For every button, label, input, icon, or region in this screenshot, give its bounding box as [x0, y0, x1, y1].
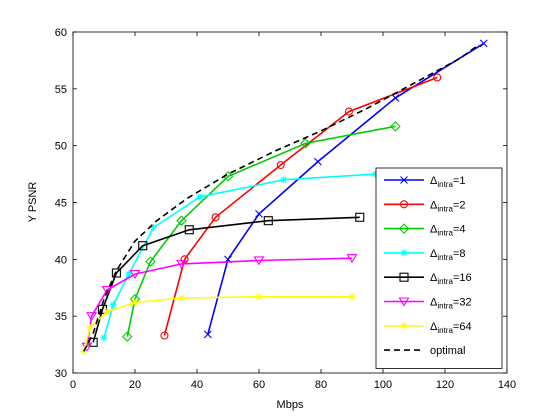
data-point	[178, 294, 185, 302]
legend-label: Δintra=1	[430, 175, 465, 189]
legend-item: Δintra=2	[384, 199, 465, 213]
data-point	[344, 107, 353, 116]
x-tick-label: 140	[498, 379, 516, 391]
data-point	[97, 304, 107, 314]
data-point	[176, 215, 187, 226]
y-axis-label: Y PSNR	[27, 182, 39, 223]
series-3	[100, 170, 379, 342]
series-7	[83, 43, 480, 352]
x-tick-label: 80	[315, 379, 327, 391]
x-tick-label: 100	[374, 379, 392, 391]
y-tick-label: 30	[55, 368, 67, 380]
data-point	[400, 322, 408, 330]
data-point	[222, 171, 234, 182]
data-point	[371, 170, 379, 178]
axes: 0 20 40 60 80 100 120 140 30 35 40 45 50 55 60	[55, 27, 516, 391]
data-point	[138, 241, 148, 251]
x-axis-label: Mbps	[277, 399, 304, 411]
data-point	[433, 73, 442, 82]
data-point	[100, 334, 108, 342]
x-tick-label: 60	[253, 379, 265, 391]
series-line	[83, 43, 480, 352]
x-tick-label: 40	[191, 379, 203, 391]
x-tick-label: 120	[436, 379, 454, 391]
legend-item: Δintra=16	[384, 272, 472, 286]
legend-label: Δintra=64	[430, 321, 472, 335]
data-point	[145, 256, 156, 267]
data-point	[86, 324, 94, 332]
data-point	[176, 259, 187, 269]
data-point	[131, 299, 139, 307]
legend-label: Δintra=8	[430, 248, 465, 262]
data-point	[86, 312, 98, 322]
legend-item: Δintra=64	[384, 321, 472, 335]
y-tick-label: 40	[55, 254, 67, 266]
data-point	[398, 297, 410, 307]
data-point	[150, 224, 158, 232]
data-point	[390, 121, 401, 132]
legend-label: Δintra=4	[430, 224, 465, 238]
series-4	[88, 212, 365, 347]
data-point	[391, 94, 400, 102]
legend-item: Δintra=1	[384, 175, 465, 189]
data-point	[125, 270, 133, 278]
legend-item: Δintra=32	[384, 297, 472, 311]
series-line	[86, 257, 353, 348]
data-point	[211, 213, 220, 222]
x-tick-label: 20	[129, 379, 141, 391]
data-point	[348, 293, 356, 301]
legend-box	[375, 167, 503, 369]
data-point	[314, 157, 322, 166]
legend-item: Δintra=8	[384, 248, 465, 262]
data-point	[400, 249, 408, 257]
x-tick-label: 0	[70, 379, 76, 391]
data-point	[346, 254, 358, 264]
data-point	[280, 176, 288, 184]
series-line	[92, 216, 360, 343]
legend: Δintra=1 Δintra=2 Δintra=4 Δintra=8 Δintra=1…	[375, 167, 503, 369]
data-point	[255, 209, 263, 218]
legend-item: optimal	[384, 345, 465, 357]
series-5	[81, 254, 358, 352]
data-point	[300, 138, 311, 149]
series-line	[163, 76, 438, 336]
data-point	[103, 308, 111, 316]
data-point	[253, 256, 265, 266]
data-point	[355, 212, 365, 222]
data-point	[121, 331, 133, 342]
y-tick-label: 45	[55, 198, 67, 210]
data-point	[111, 268, 121, 278]
data-point	[263, 216, 273, 226]
legend-label: Δintra=32	[430, 297, 472, 311]
data-point	[203, 330, 212, 339]
data-point	[129, 270, 141, 280]
data-point	[398, 223, 410, 234]
data-point	[479, 39, 488, 48]
y-tick-label: 55	[55, 84, 67, 96]
data-point	[400, 176, 408, 184]
series-layer	[80, 39, 488, 355]
data-point	[399, 200, 409, 209]
y-tick-label: 60	[55, 27, 67, 39]
data-point	[399, 272, 409, 282]
legend-label: optimal	[430, 345, 465, 357]
legend-label: Δintra=2	[430, 199, 465, 213]
legend-label: Δintra=16	[430, 272, 472, 286]
legend-item: Δintra=4	[384, 223, 465, 238]
data-point	[276, 160, 285, 170]
data-point	[196, 193, 204, 201]
series-6	[80, 293, 356, 355]
y-tick-label: 50	[55, 141, 67, 153]
data-point	[184, 225, 194, 235]
data-point	[109, 301, 117, 309]
data-point	[160, 331, 169, 340]
y-tick-label: 35	[55, 311, 67, 323]
data-point	[101, 285, 113, 296]
data-point	[255, 293, 263, 301]
